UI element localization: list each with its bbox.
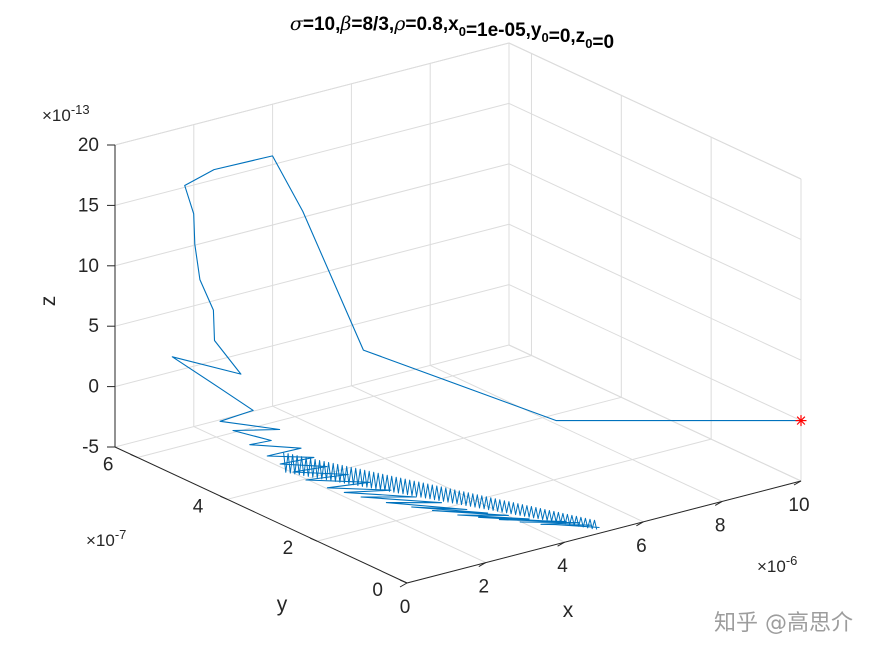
floor-grid-x <box>193 426 487 564</box>
x-tick-label: 10 <box>788 495 809 516</box>
back-wall-grid-z <box>114 102 510 206</box>
side-wall-grid-z <box>508 102 802 240</box>
x-tick-label: 4 <box>557 556 568 577</box>
axes <box>114 145 802 584</box>
x-tick-label: 0 <box>400 597 411 618</box>
y-tick-mark <box>309 537 318 542</box>
side-wall-grid-z <box>508 344 802 482</box>
y-axis-line <box>114 446 408 584</box>
chart-title: σ=10,β=8/3,ρ=0.8,x0=1e-05,y0=0,z0=0 <box>290 13 614 53</box>
side-wall-grid-z <box>508 284 802 422</box>
x-tick-mark <box>714 500 723 506</box>
back-wall-grid-z <box>114 284 510 388</box>
marker-stroke <box>796 416 806 425</box>
y-tick-mark <box>220 495 228 500</box>
x-tick-mark <box>557 541 565 547</box>
markers <box>795 415 807 427</box>
floor-grid-y <box>227 396 622 500</box>
start-point-marker <box>795 415 807 427</box>
floor-grid-x <box>429 364 723 502</box>
y-tick-label: 4 <box>193 496 204 517</box>
watermark-text: 知乎 @高思介 <box>714 611 853 636</box>
z-axis-label: z <box>37 296 60 307</box>
x-tick-label: 8 <box>715 515 726 536</box>
floor-grid-y <box>137 354 532 458</box>
y-axis-label: y <box>277 593 288 616</box>
z-tick-label: 5 <box>88 316 99 337</box>
x-axis-line <box>406 480 802 584</box>
back-wall-grid-z <box>114 163 510 267</box>
x-tick-mark <box>478 562 487 568</box>
x-tick-label: 6 <box>636 536 647 557</box>
z-tick-label: 15 <box>78 195 99 216</box>
floor-grid-x <box>351 385 644 523</box>
x-axis-label: x <box>563 599 574 622</box>
y-tick-mark <box>130 454 138 458</box>
z-tick-label: 10 <box>78 256 99 277</box>
series <box>171 155 801 530</box>
z-tick-label: 20 <box>78 135 99 156</box>
y-tick-label: 2 <box>283 538 294 559</box>
side-top-edge <box>508 42 802 180</box>
side-wall-grid-z <box>508 223 802 361</box>
x-tick-mark <box>399 582 408 588</box>
back-wall-grid-z <box>114 344 510 448</box>
back-top-edge <box>114 42 510 146</box>
y-tick-mark <box>399 579 408 584</box>
back-wall-grid-z <box>114 223 510 327</box>
z-tick-label: 0 <box>88 377 99 398</box>
trajectory-dense-region <box>283 452 598 530</box>
x-exponent-label: ×10-6 <box>757 553 797 576</box>
x-tick-label: 2 <box>479 577 490 598</box>
x-tick-mark <box>793 480 802 486</box>
y-exponent-label: ×10-7 <box>86 527 126 550</box>
y-tick-label: 6 <box>103 454 114 475</box>
z-exponent-label: ×10-13 <box>42 102 90 125</box>
y-tick-label: 0 <box>372 580 383 601</box>
side-wall-grid-z <box>508 163 802 301</box>
z-tick-label: -5 <box>82 437 99 458</box>
tick-marks <box>107 144 802 588</box>
x-tick-mark <box>636 521 644 527</box>
floor-grid-y <box>317 438 712 542</box>
